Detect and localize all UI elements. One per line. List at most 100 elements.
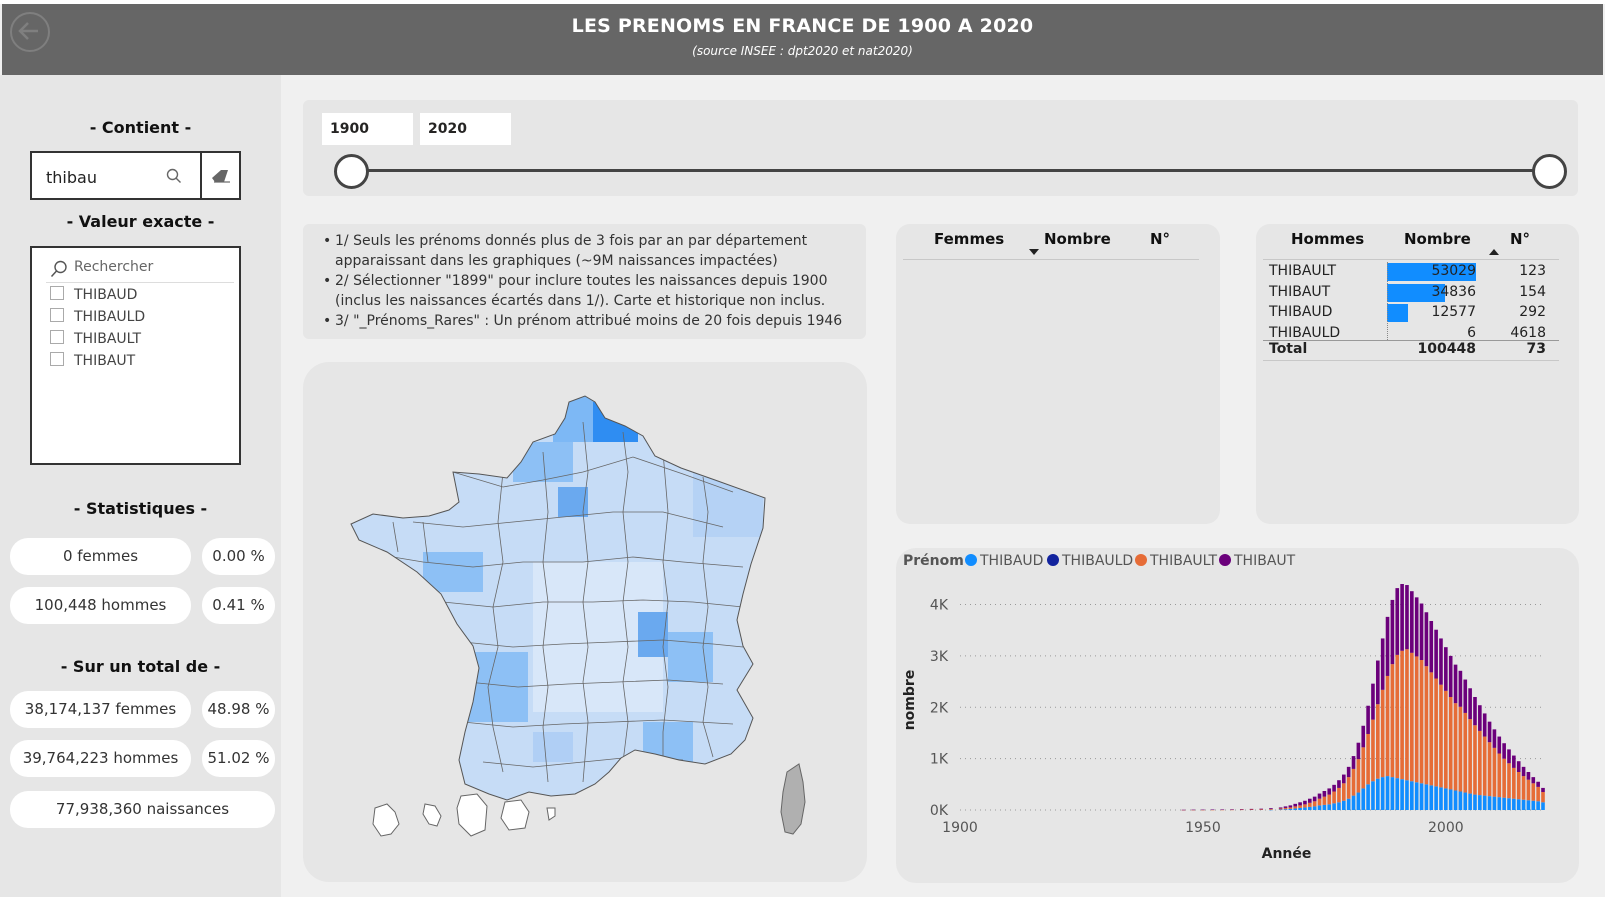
chart-bar[interactable]: [1376, 704, 1380, 779]
back-button[interactable]: [10, 12, 50, 52]
chart-bar[interactable]: [1293, 808, 1298, 810]
chart-bar[interactable]: [1473, 794, 1477, 810]
chart-bar[interactable]: [1478, 705, 1482, 731]
chart-bar[interactable]: [1400, 584, 1404, 651]
chart-bar[interactable]: [1376, 778, 1380, 810]
chart-bar[interactable]: [1482, 713, 1487, 737]
chart-bar[interactable]: [1361, 725, 1366, 748]
chart-bar[interactable]: [1429, 620, 1434, 673]
chart-bar[interactable]: [1346, 766, 1351, 778]
chart-bar[interactable]: [1541, 802, 1545, 810]
chart-bar[interactable]: [1414, 782, 1419, 810]
chart-bar[interactable]: [1512, 755, 1516, 768]
slicer-item-thibault[interactable]: THIBAULT: [50, 330, 141, 347]
chart-bar[interactable]: [1351, 768, 1356, 796]
chart-bar[interactable]: [1512, 798, 1516, 810]
chart-bar[interactable]: [1283, 806, 1288, 808]
chart-bar[interactable]: [1191, 809, 1196, 811]
chart-bar[interactable]: [1283, 809, 1288, 810]
chart-bar[interactable]: [1497, 797, 1502, 810]
eraser-icon[interactable]: [210, 167, 232, 185]
chart-bar[interactable]: [1541, 787, 1545, 793]
births-stacked-chart[interactable]: Prénom THIBAUD THIBAULD THIBAULT THIBAUT 0K 1K…: [896, 548, 1579, 883]
chart-bar[interactable]: [1210, 809, 1215, 811]
chart-bar[interactable]: [1346, 777, 1351, 799]
chart-bar[interactable]: [1444, 647, 1448, 691]
chart-bar[interactable]: [1298, 802, 1302, 806]
chart-bar[interactable]: [1385, 776, 1390, 810]
chart-bar[interactable]: [1395, 588, 1400, 655]
chart-bar[interactable]: [1220, 809, 1225, 810]
chart-bar[interactable]: [1502, 797, 1506, 810]
chart-bar[interactable]: [1220, 809, 1225, 811]
chart-bar[interactable]: [1337, 787, 1341, 803]
chart-bar[interactable]: [1410, 652, 1414, 782]
france-map[interactable]: [303, 362, 867, 882]
chart-bar[interactable]: [1478, 795, 1482, 810]
chart-bar[interactable]: [1342, 800, 1346, 810]
slicer-item-thibaud[interactable]: THIBAUD: [50, 286, 137, 303]
chart-bar[interactable]: [1239, 809, 1244, 810]
search-icon[interactable]: [166, 168, 182, 184]
chart-bar[interactable]: [1327, 788, 1332, 795]
checkbox[interactable]: [50, 286, 64, 300]
chart-bar[interactable]: [1380, 689, 1385, 778]
chart-bar[interactable]: [1521, 799, 1526, 810]
chart-bar[interactable]: [1424, 666, 1429, 785]
chart-bar[interactable]: [1405, 780, 1409, 810]
chart-bar[interactable]: [1390, 664, 1395, 778]
chart-bar[interactable]: [1444, 690, 1448, 789]
chart-bar[interactable]: [1181, 809, 1186, 811]
chart-bar[interactable]: [1453, 664, 1458, 704]
chart-bar[interactable]: [1468, 688, 1472, 720]
checkbox[interactable]: [50, 308, 64, 322]
chart-bar[interactable]: [1337, 780, 1341, 788]
chart-bar[interactable]: [1531, 800, 1536, 810]
chart-bar[interactable]: [1332, 803, 1336, 810]
chart-bar[interactable]: [1351, 756, 1356, 769]
chart-bar[interactable]: [1390, 599, 1395, 665]
chart-bar[interactable]: [1230, 809, 1234, 810]
chart-bar[interactable]: [1424, 784, 1429, 810]
chart-bar[interactable]: [1317, 805, 1322, 810]
chart-bar[interactable]: [1346, 798, 1351, 810]
chart-bar[interactable]: [1482, 736, 1487, 796]
chart-bar[interactable]: [1288, 805, 1293, 808]
chart-bar[interactable]: [1439, 787, 1443, 810]
chart-bar[interactable]: [1502, 743, 1506, 759]
chart-bar[interactable]: [1201, 809, 1205, 811]
checkbox[interactable]: [50, 352, 64, 366]
chart-bar[interactable]: [1429, 672, 1434, 786]
sort-asc-icon[interactable]: [1489, 249, 1499, 255]
chart-bar[interactable]: [1298, 807, 1302, 810]
chart-bar[interactable]: [1516, 761, 1521, 772]
chart-bar[interactable]: [1507, 763, 1511, 799]
chart-bar[interactable]: [1395, 778, 1400, 810]
chart-bar[interactable]: [1482, 795, 1487, 810]
chart-bar[interactable]: [1259, 808, 1264, 810]
chart-bar[interactable]: [1478, 730, 1482, 796]
year-start-input[interactable]: 1900: [322, 113, 413, 145]
chart-bar[interactable]: [1269, 808, 1273, 810]
chart-bar[interactable]: [1419, 783, 1424, 810]
chart-bar[interactable]: [1249, 808, 1254, 810]
femmes-nombre-header[interactable]: Nombre: [1044, 230, 1111, 248]
chart-bar[interactable]: [1414, 597, 1419, 657]
chart-bar[interactable]: [1492, 729, 1497, 748]
chart-bar[interactable]: [1453, 790, 1458, 810]
chart-bar[interactable]: [1283, 807, 1288, 810]
chart-bar[interactable]: [1356, 742, 1361, 760]
slicer-item-thibaut[interactable]: THIBAUT: [50, 352, 135, 369]
chart-bar[interactable]: [1502, 758, 1506, 798]
chart-bar[interactable]: [1419, 603, 1424, 661]
chart-bar[interactable]: [1322, 790, 1327, 797]
chart-bar[interactable]: [1278, 808, 1283, 810]
chart-bar[interactable]: [1487, 721, 1492, 743]
chart-bar[interactable]: [1361, 747, 1366, 789]
chart-bar[interactable]: [1317, 793, 1322, 799]
hommes-header[interactable]: Hommes: [1291, 230, 1365, 248]
chart-bar[interactable]: [1448, 789, 1453, 810]
chart-bar[interactable]: [1210, 809, 1215, 810]
contient-search-box[interactable]: thibau: [30, 151, 241, 200]
chart-bar[interactable]: [1361, 788, 1366, 810]
